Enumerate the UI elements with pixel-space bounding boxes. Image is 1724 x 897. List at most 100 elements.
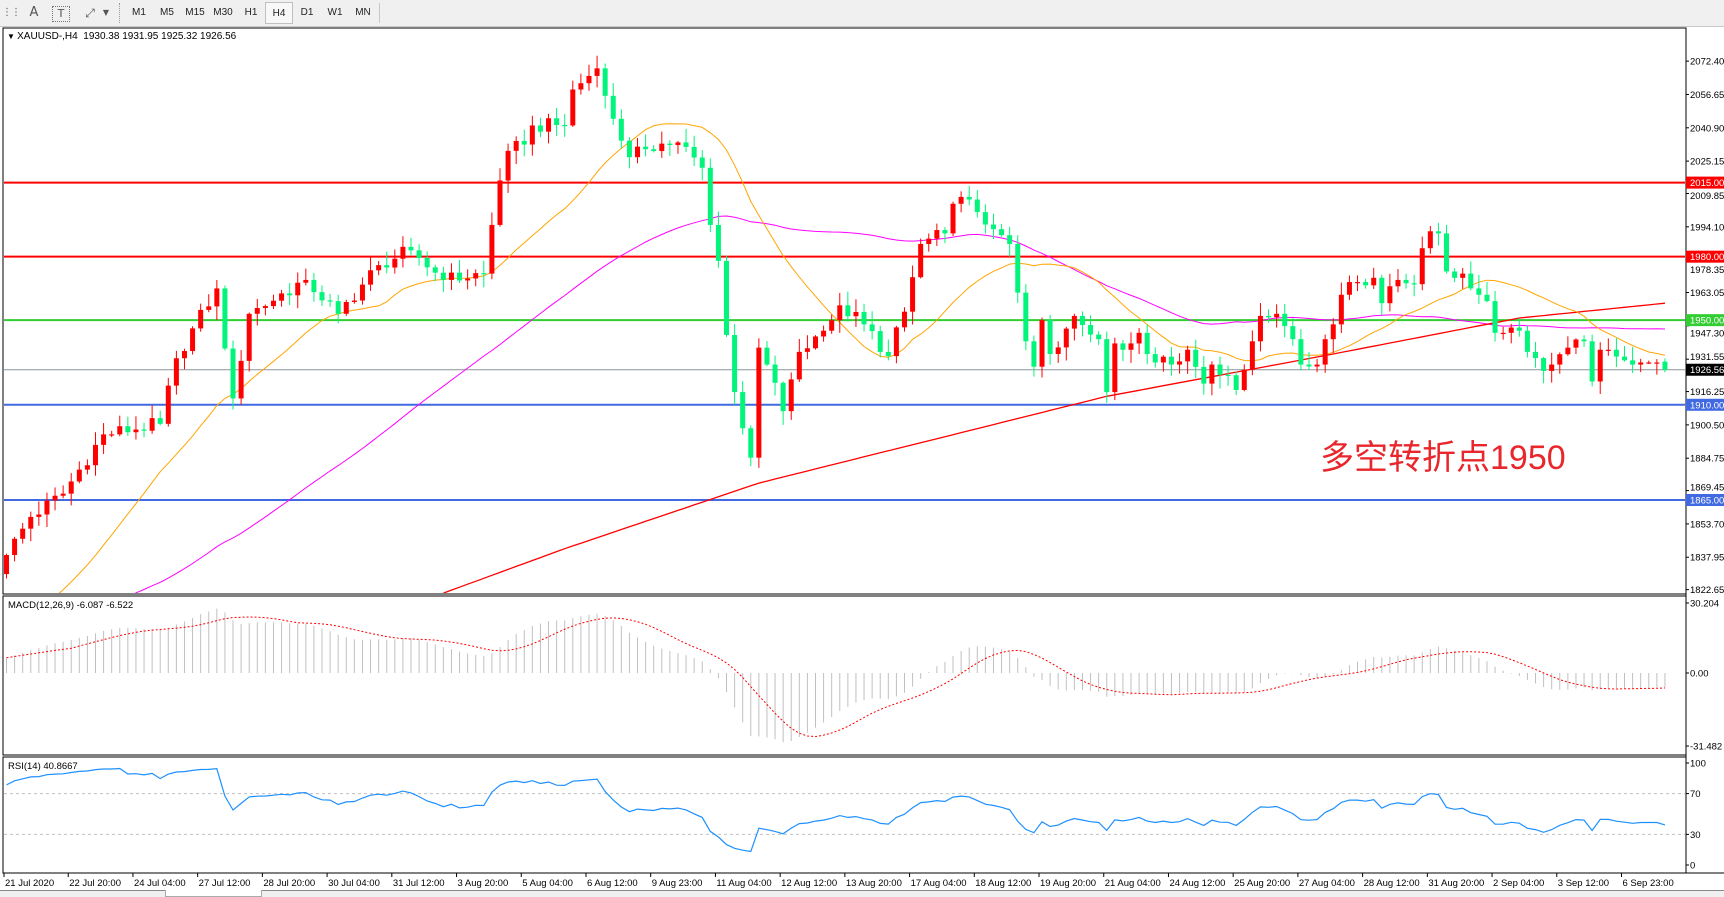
candle[interactable]	[1104, 331, 1110, 403]
candle[interactable]	[804, 335, 810, 360]
candle[interactable]	[869, 311, 875, 340]
candle[interactable]	[1500, 326, 1506, 340]
chevron-down-icon[interactable]: ▼	[102, 8, 110, 17]
candle[interactable]	[68, 473, 74, 506]
candle[interactable]	[1152, 347, 1158, 368]
candle[interactable]	[610, 83, 616, 125]
candle[interactable]	[667, 140, 673, 156]
candle[interactable]	[1217, 356, 1223, 389]
candle[interactable]	[990, 213, 996, 239]
candle[interactable]	[222, 285, 228, 351]
candle[interactable]	[1031, 335, 1037, 377]
candle[interactable]	[1355, 275, 1361, 292]
candle[interactable]	[1346, 275, 1352, 300]
candle[interactable]	[1646, 360, 1652, 365]
rsi-panel[interactable]	[2, 756, 1687, 874]
timeframe-m15[interactable]: M15	[185, 7, 205, 18]
candle[interactable]	[4, 553, 9, 579]
candle[interactable]	[885, 339, 891, 361]
candle[interactable]	[1613, 338, 1619, 368]
candle[interactable]	[740, 381, 746, 435]
timeframe-h4[interactable]: H4	[265, 2, 293, 24]
candle[interactable]	[400, 236, 406, 268]
candle[interactable]	[1249, 330, 1255, 376]
candle[interactable]	[1484, 281, 1490, 303]
candle[interactable]	[1541, 356, 1547, 384]
candle[interactable]	[1128, 332, 1134, 363]
candle[interactable]	[165, 377, 171, 427]
candle[interactable]	[1306, 352, 1312, 370]
candle[interactable]	[448, 263, 454, 291]
candle[interactable]	[1549, 352, 1555, 383]
candle[interactable]	[1565, 336, 1571, 356]
candle[interactable]	[1460, 268, 1466, 289]
timeframe-m5[interactable]: M5	[160, 7, 174, 18]
candle[interactable]	[133, 416, 139, 440]
candle[interactable]	[84, 459, 90, 475]
candle[interactable]	[157, 410, 163, 426]
candle[interactable]	[764, 340, 770, 367]
candle[interactable]	[861, 303, 867, 332]
candle[interactable]	[1427, 226, 1433, 254]
grid-icon[interactable]: ⋮⋮	[2, 7, 21, 18]
candle[interactable]	[457, 260, 463, 283]
candle[interactable]	[1039, 317, 1045, 378]
timeframe-w1[interactable]: W1	[327, 7, 343, 18]
candle[interactable]	[1055, 341, 1061, 363]
candle[interactable]	[1492, 290, 1498, 342]
candle[interactable]	[1071, 313, 1077, 341]
candle[interactable]	[254, 298, 260, 326]
candle[interactable]	[1508, 323, 1514, 344]
candle[interactable]	[1662, 358, 1668, 373]
candle[interactable]	[1241, 364, 1247, 392]
candle[interactable]	[335, 294, 341, 324]
text-icon[interactable]: A	[29, 5, 39, 20]
candle[interactable]	[1023, 284, 1029, 351]
candle[interactable]	[1209, 361, 1215, 396]
candle[interactable]	[1403, 273, 1409, 289]
candle[interactable]	[570, 80, 576, 127]
candle[interactable]	[20, 522, 26, 544]
candle[interactable]	[76, 461, 82, 484]
candle[interactable]	[141, 422, 147, 438]
timeframe-m30[interactable]: M30	[213, 7, 233, 18]
candle[interactable]	[368, 257, 374, 291]
candle[interactable]	[715, 211, 721, 268]
candle[interactable]	[1274, 304, 1280, 328]
candle[interactable]	[845, 291, 851, 322]
candle[interactable]	[1395, 269, 1401, 293]
timeframe-d1[interactable]: D1	[300, 7, 314, 18]
candle[interactable]	[796, 338, 802, 382]
candle[interactable]	[1096, 331, 1102, 345]
candle[interactable]	[966, 185, 972, 206]
candle[interactable]	[780, 381, 786, 425]
candle[interactable]	[1363, 278, 1369, 289]
candle[interactable]	[1233, 371, 1239, 395]
candle[interactable]	[1290, 318, 1296, 346]
candle[interactable]	[1120, 340, 1126, 362]
candle[interactable]	[1079, 311, 1085, 337]
candle[interactable]	[295, 272, 301, 309]
candle[interactable]	[1622, 345, 1627, 362]
text-label-icon[interactable]: T	[52, 6, 70, 22]
candle[interactable]	[1112, 337, 1118, 401]
candle[interactable]	[125, 416, 131, 436]
candle[interactable]	[1177, 353, 1183, 374]
candle[interactable]	[586, 64, 592, 91]
candle[interactable]	[732, 324, 738, 405]
candle[interactable]	[635, 138, 641, 164]
candle[interactable]	[1573, 338, 1579, 354]
candle[interactable]	[1330, 318, 1336, 353]
candle[interactable]	[36, 501, 42, 526]
candle[interactable]	[626, 137, 632, 169]
candle[interactable]	[699, 150, 705, 181]
candle[interactable]	[1338, 282, 1344, 333]
candle[interactable]	[505, 143, 511, 193]
candle[interactable]	[707, 158, 713, 233]
candle[interactable]	[230, 340, 236, 410]
candle[interactable]	[432, 264, 438, 282]
candle[interactable]	[1379, 274, 1385, 315]
candle[interactable]	[1435, 222, 1441, 246]
timeframe-mn[interactable]: MN	[355, 7, 371, 18]
